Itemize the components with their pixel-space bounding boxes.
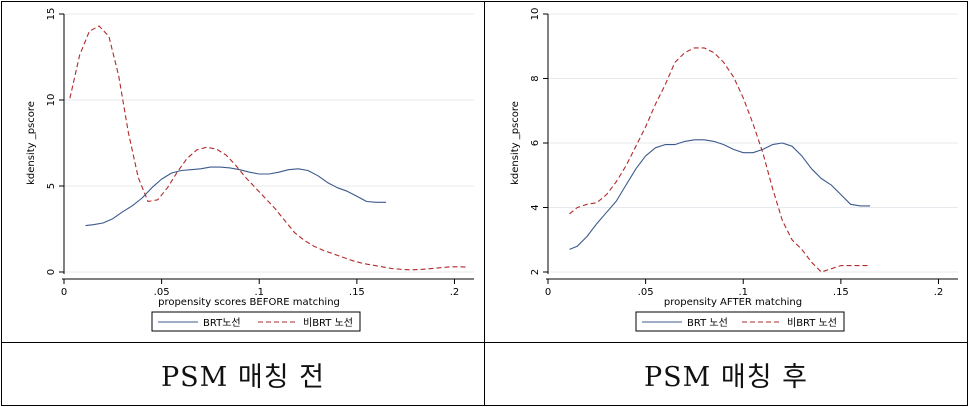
x-tick-label: .1 (738, 287, 748, 298)
y-axis-label: kdensity _pscore (26, 101, 37, 185)
legend-label: BRT노선 (203, 317, 241, 329)
x-tick-label: .15 (833, 287, 849, 298)
y-tick-label: 10 (46, 94, 57, 107)
x-tick-label: .05 (638, 287, 654, 298)
series-line-brt (85, 166, 387, 227)
caption-before: PSM 매칭 전 (161, 361, 325, 393)
legend-box (151, 311, 361, 332)
x-tick-label: 0 (61, 287, 67, 298)
x-tick-label: .1 (254, 287, 264, 298)
x-tick-label: .2 (450, 287, 460, 298)
x-axis-label: propensity AFTER matching (664, 297, 802, 308)
table-divider-horizontal (1, 342, 968, 343)
x-axis-label: propensity scores BEFORE matching (158, 297, 340, 308)
y-tick-label: 5 (46, 183, 57, 189)
legend-label: BRT 노선 (687, 317, 728, 329)
y-tick-label: 0 (46, 269, 57, 275)
series-line-nonbrt (569, 47, 871, 273)
plot-area (64, 14, 474, 272)
legend-label: 비BRT 노선 (303, 317, 353, 329)
y-tick-label: 10 (530, 8, 541, 21)
y-tick-label: 15 (46, 8, 57, 21)
table-border-right (967, 1, 968, 406)
table-border-left (1, 1, 2, 406)
y-axis-label: kdensity _pscore (510, 101, 521, 185)
y-tick-label: 4 (530, 204, 541, 210)
y-tick-label: 6 (530, 140, 541, 146)
legend-label: 비BRT 노선 (787, 317, 837, 329)
caption-after: PSM 매칭 후 (644, 361, 808, 393)
table-divider-vertical (484, 1, 485, 406)
x-tick-label: .2 (934, 287, 944, 298)
y-tick-label: 2 (530, 269, 541, 275)
legend-box (635, 311, 845, 332)
chart-svg: 0 5 10 15 0 .05 .1 .15 .2 propensity scores BEFOR… (4, 4, 482, 341)
chart-svg: 2 4 6 8 10 0 .05 .1 .15 .2 propensity AFTER matchi… (488, 4, 966, 341)
x-tick-label: .05 (154, 287, 170, 298)
series-line-nonbrt (69, 25, 469, 271)
y-tick-label: 8 (530, 75, 541, 81)
x-tick-label: 0 (545, 287, 551, 298)
x-tick-label: .15 (349, 287, 365, 298)
series-line-brt (569, 139, 871, 250)
chart-before-matching: 0 5 10 15 0 .05 .1 .15 .2 propensity scores BEFOR… (4, 4, 482, 341)
chart-after-matching: 2 4 6 8 10 0 .05 .1 .15 .2 propensity AFTER matchi… (488, 4, 966, 341)
